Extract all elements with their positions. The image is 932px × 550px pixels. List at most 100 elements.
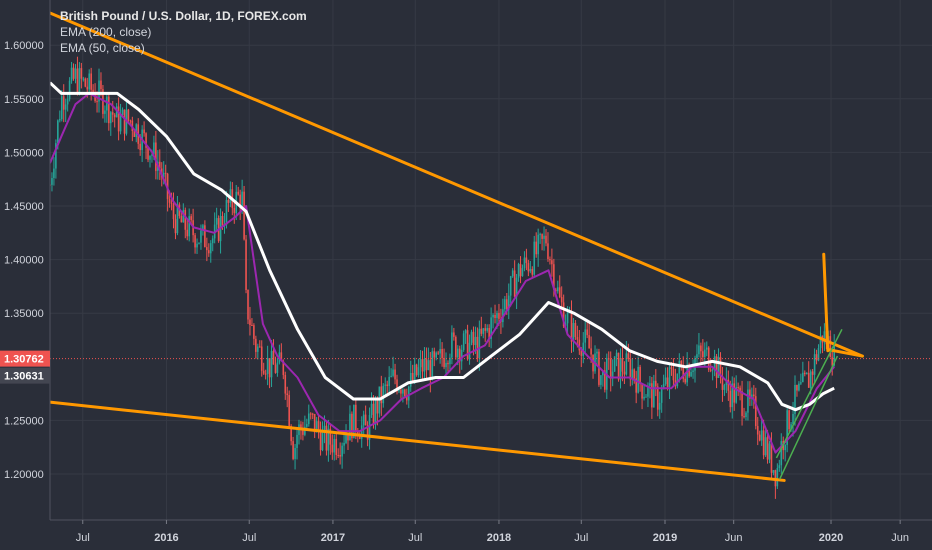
candle-body [64,104,67,110]
candle-body [496,313,498,318]
candle-body [823,331,826,343]
x-tick-label: Jul [574,532,588,544]
candle-body [464,330,467,334]
ema-200-line [48,81,835,412]
x-tick-label: Jul [76,532,90,544]
candle-body [404,389,406,397]
candle-body [162,172,165,178]
candle-body [170,202,173,204]
candle-body [766,437,769,460]
candle-body [831,357,834,366]
candle-body [468,342,471,360]
x-tick-label: Jul [408,532,422,544]
candle-body [253,325,255,339]
candle-body [435,352,438,358]
candle-body [245,239,247,290]
candle-body [121,109,124,116]
candle-body [376,400,379,414]
trendlines[interactable] [48,11,864,482]
x-axis-panel [0,520,932,550]
candle-body [358,436,361,439]
candle-body [764,437,767,456]
ema-200-legend[interactable]: EMA (200, close) [60,25,152,39]
candle-body [90,73,92,90]
candle-body [723,385,726,390]
candle-body [343,442,345,446]
candle-body [453,332,455,337]
candle-body [437,352,439,354]
candle-body [586,329,588,336]
candle-body [505,299,508,310]
candle-body [800,382,802,384]
candle-body [576,337,579,340]
candle-body [658,402,661,410]
candle-body [96,101,98,103]
candle-body [319,431,322,451]
candle-body [78,68,81,93]
candle-body [257,346,259,352]
candle-body [345,434,347,443]
candle-body [692,370,694,373]
candle-body [443,358,445,368]
candle-body [433,351,436,358]
channel-line-1[interactable] [778,355,839,480]
trendline-2[interactable] [822,252,830,353]
candle-body [335,438,338,455]
candle-body [302,429,304,435]
candle-body [456,348,459,358]
candle-body [194,235,196,248]
candle-body [327,428,330,451]
candle-body [206,247,208,251]
candle-body [227,199,230,203]
x-axis[interactable]: Jul 2016 Jul 2017 Jul 2018 Jul 2019 Jun 2020 Jun [0,519,932,550]
trendline-0[interactable] [48,11,864,358]
candle-body [754,396,757,427]
candle-body [494,314,496,318]
candle-body [580,350,583,356]
candle-body [666,377,669,388]
candle-body [441,348,443,359]
candle-body [643,396,645,399]
candle-body [260,346,263,371]
candle-body [139,143,141,151]
candle-body [662,384,665,389]
candle-body [809,371,812,388]
candle-body [364,414,367,426]
candle-body [247,289,249,320]
symbol-title[interactable]: British Pound / U.S. Dollar, 1D, FOREX.c… [60,9,307,23]
candle-body [262,370,265,374]
candle-body [427,360,430,371]
candle-body [686,364,688,383]
candle-body [419,359,422,368]
candle-body [168,198,171,203]
candle-body [639,366,641,385]
candle-body [368,414,371,440]
candle-body [460,349,463,362]
trendline-3[interactable] [826,348,864,358]
candle-body [282,360,285,375]
candle-body [672,368,675,381]
trendline-1[interactable] [48,400,786,482]
candle-body [209,243,212,254]
candle-body [119,115,122,132]
candle-body [768,443,771,460]
candle-body [590,348,592,355]
candle-body [317,421,320,432]
candle-body [294,448,296,459]
candle-body [788,410,790,430]
candle-body [792,413,794,425]
candle-body [770,443,773,473]
candle-body [627,353,630,359]
current-price-badge [0,350,50,367]
candle-body [739,387,741,392]
y-axis[interactable]: 1.60000 1.55000 1.50000 1.45000 1.40000 1.350… [0,0,51,520]
channel-line-0[interactable] [775,328,843,459]
candle-body [705,347,708,350]
candle-body [266,358,269,374]
candle-body [472,331,475,346]
ema-50-legend[interactable]: EMA (50, close) [60,41,145,55]
candle-body [341,445,343,457]
candle-body [400,389,402,394]
candle-body [292,441,294,459]
